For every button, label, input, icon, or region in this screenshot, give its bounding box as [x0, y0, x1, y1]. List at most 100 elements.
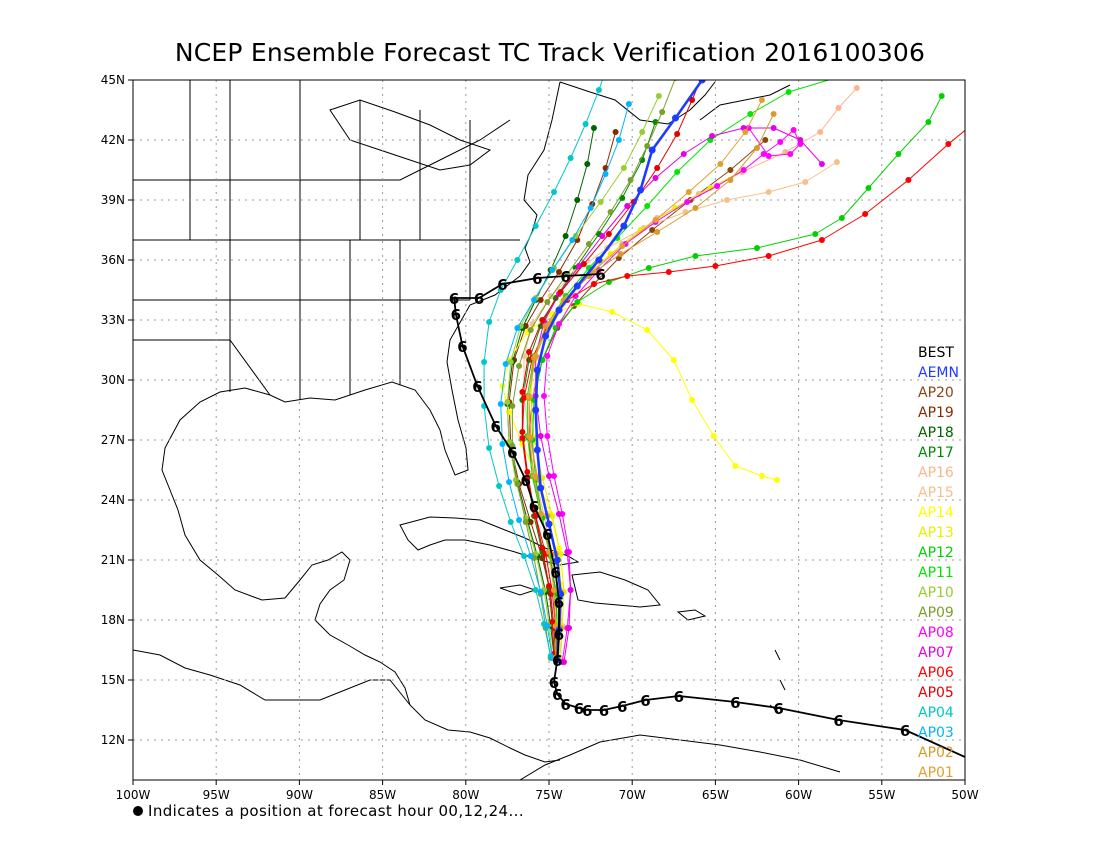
- legend-item-ap19: AP19: [918, 405, 954, 421]
- track-point-ap09: [659, 109, 666, 115]
- track-point-ap14: [758, 473, 765, 479]
- y-tick-label: 45N: [101, 73, 125, 87]
- track-point-ap03: [514, 325, 521, 331]
- track-point-ap09: [516, 363, 523, 369]
- track-point-ap01: [619, 243, 626, 249]
- track-point-ap01: [717, 161, 724, 167]
- track-point-ap05: [580, 261, 587, 267]
- track-point-ap07: [546, 473, 552, 479]
- track-point-ap01: [526, 433, 533, 439]
- best-track-point: 6: [520, 472, 530, 490]
- best-track-point: 6: [497, 276, 507, 294]
- track-point-ap14: [506, 409, 513, 415]
- track-point-ap16: [835, 105, 842, 111]
- track-point-ap05: [605, 231, 612, 237]
- track-point-ap08: [787, 151, 794, 157]
- legend-item-ap17: AP17: [918, 445, 954, 461]
- track-point-ap03: [516, 517, 523, 523]
- track-point-ap08: [790, 127, 797, 133]
- track-point-ap14: [689, 397, 696, 403]
- track-point-ap13: [672, 205, 679, 211]
- legend-item-ap05: AP05: [918, 685, 954, 701]
- best-track-point: 6: [472, 378, 482, 396]
- best-track-point: 6: [542, 526, 552, 544]
- track-point-ap14: [670, 357, 677, 363]
- track-point-ap04: [567, 155, 574, 161]
- track-point-ap04: [550, 189, 557, 195]
- y-tick-label: 24N: [101, 493, 125, 507]
- track-point-ap13: [707, 185, 714, 191]
- track-line-ap07: [535, 127, 823, 663]
- track-point-ap08: [544, 433, 551, 439]
- best-track-point: 6: [529, 498, 539, 516]
- track-point-aemn: [533, 446, 541, 454]
- track-point-ap03: [569, 237, 576, 243]
- best-track-point: 6: [552, 652, 562, 670]
- legend-item-ap11: AP11: [918, 565, 954, 581]
- track-point-ap01: [531, 473, 538, 479]
- chart-title: NCEP Ensemble Forecast TC Track Verifica…: [174, 38, 926, 67]
- track-point-ap06: [712, 263, 719, 269]
- track-point-ap13: [557, 551, 564, 557]
- track-point-ap07: [564, 549, 571, 555]
- track-point-ap12: [838, 215, 845, 221]
- track-line-ap09: [511, 80, 676, 659]
- track-point-ap10: [639, 129, 646, 135]
- track-line-ap18: [506, 127, 595, 657]
- track-point-ap06: [624, 273, 631, 279]
- track-point-ap14: [710, 433, 717, 439]
- track-point-ap03: [531, 297, 538, 303]
- track-point-ap09: [522, 519, 529, 525]
- track-point-ap14: [732, 463, 739, 469]
- track-line-ap20: [528, 139, 766, 659]
- track-point-ap07: [565, 625, 572, 631]
- y-tick-label: 42N: [101, 133, 125, 147]
- track-line-ap11: [526, 80, 831, 658]
- legend-item-ap12: AP12: [918, 545, 954, 561]
- track-point-aemn: [595, 256, 603, 264]
- track-point-ap10: [655, 93, 662, 99]
- track-point-ap03: [502, 361, 509, 367]
- track-line-ap15: [523, 161, 838, 659]
- track-point-ap05: [674, 131, 681, 137]
- track-point-ap05: [539, 545, 546, 551]
- track-point-ap18: [574, 197, 581, 203]
- x-tick-label: 95W: [203, 788, 230, 802]
- track-point-ap04: [486, 319, 493, 325]
- track-point-ap20: [649, 227, 656, 233]
- track-point-ap15: [833, 159, 840, 165]
- track-point-ap08: [550, 473, 557, 479]
- best-track-point: 6: [966, 752, 976, 770]
- track-point-ap15: [724, 197, 731, 203]
- track-point-aemn: [620, 222, 628, 230]
- track-point-ap03: [549, 267, 556, 273]
- track-point-ap18: [562, 233, 569, 239]
- track-point-ap04: [486, 445, 493, 451]
- track-point-ap05: [546, 583, 552, 589]
- best-track-point: 6: [595, 266, 605, 284]
- track-point-ap10: [504, 399, 511, 405]
- track-point-ap01: [526, 393, 533, 399]
- track-point-ap07: [818, 161, 825, 167]
- legend-item-ap14: AP14: [918, 505, 954, 521]
- track-point-ap15: [765, 189, 772, 195]
- track-point-aemn: [648, 146, 656, 154]
- track-point-ap05: [549, 619, 556, 625]
- best-track-point: 6: [574, 700, 584, 718]
- y-tick-label: 15N: [101, 673, 125, 687]
- track-point-ap11: [644, 203, 651, 209]
- best-track-point: 6: [532, 270, 542, 288]
- track-point-ap08: [555, 321, 562, 327]
- best-track-point: 6: [773, 700, 783, 718]
- track-point-ap07: [560, 659, 567, 665]
- best-track-point: 6: [617, 698, 627, 716]
- x-tick-label: 65W: [702, 788, 729, 802]
- track-point-ap05: [539, 317, 546, 323]
- track-point-ap02: [654, 229, 661, 235]
- legend-item-ap02: AP02: [918, 745, 954, 761]
- track-point-aemn: [542, 332, 550, 340]
- x-tick-label: 55W: [868, 788, 895, 802]
- track-point-aemn: [637, 186, 645, 194]
